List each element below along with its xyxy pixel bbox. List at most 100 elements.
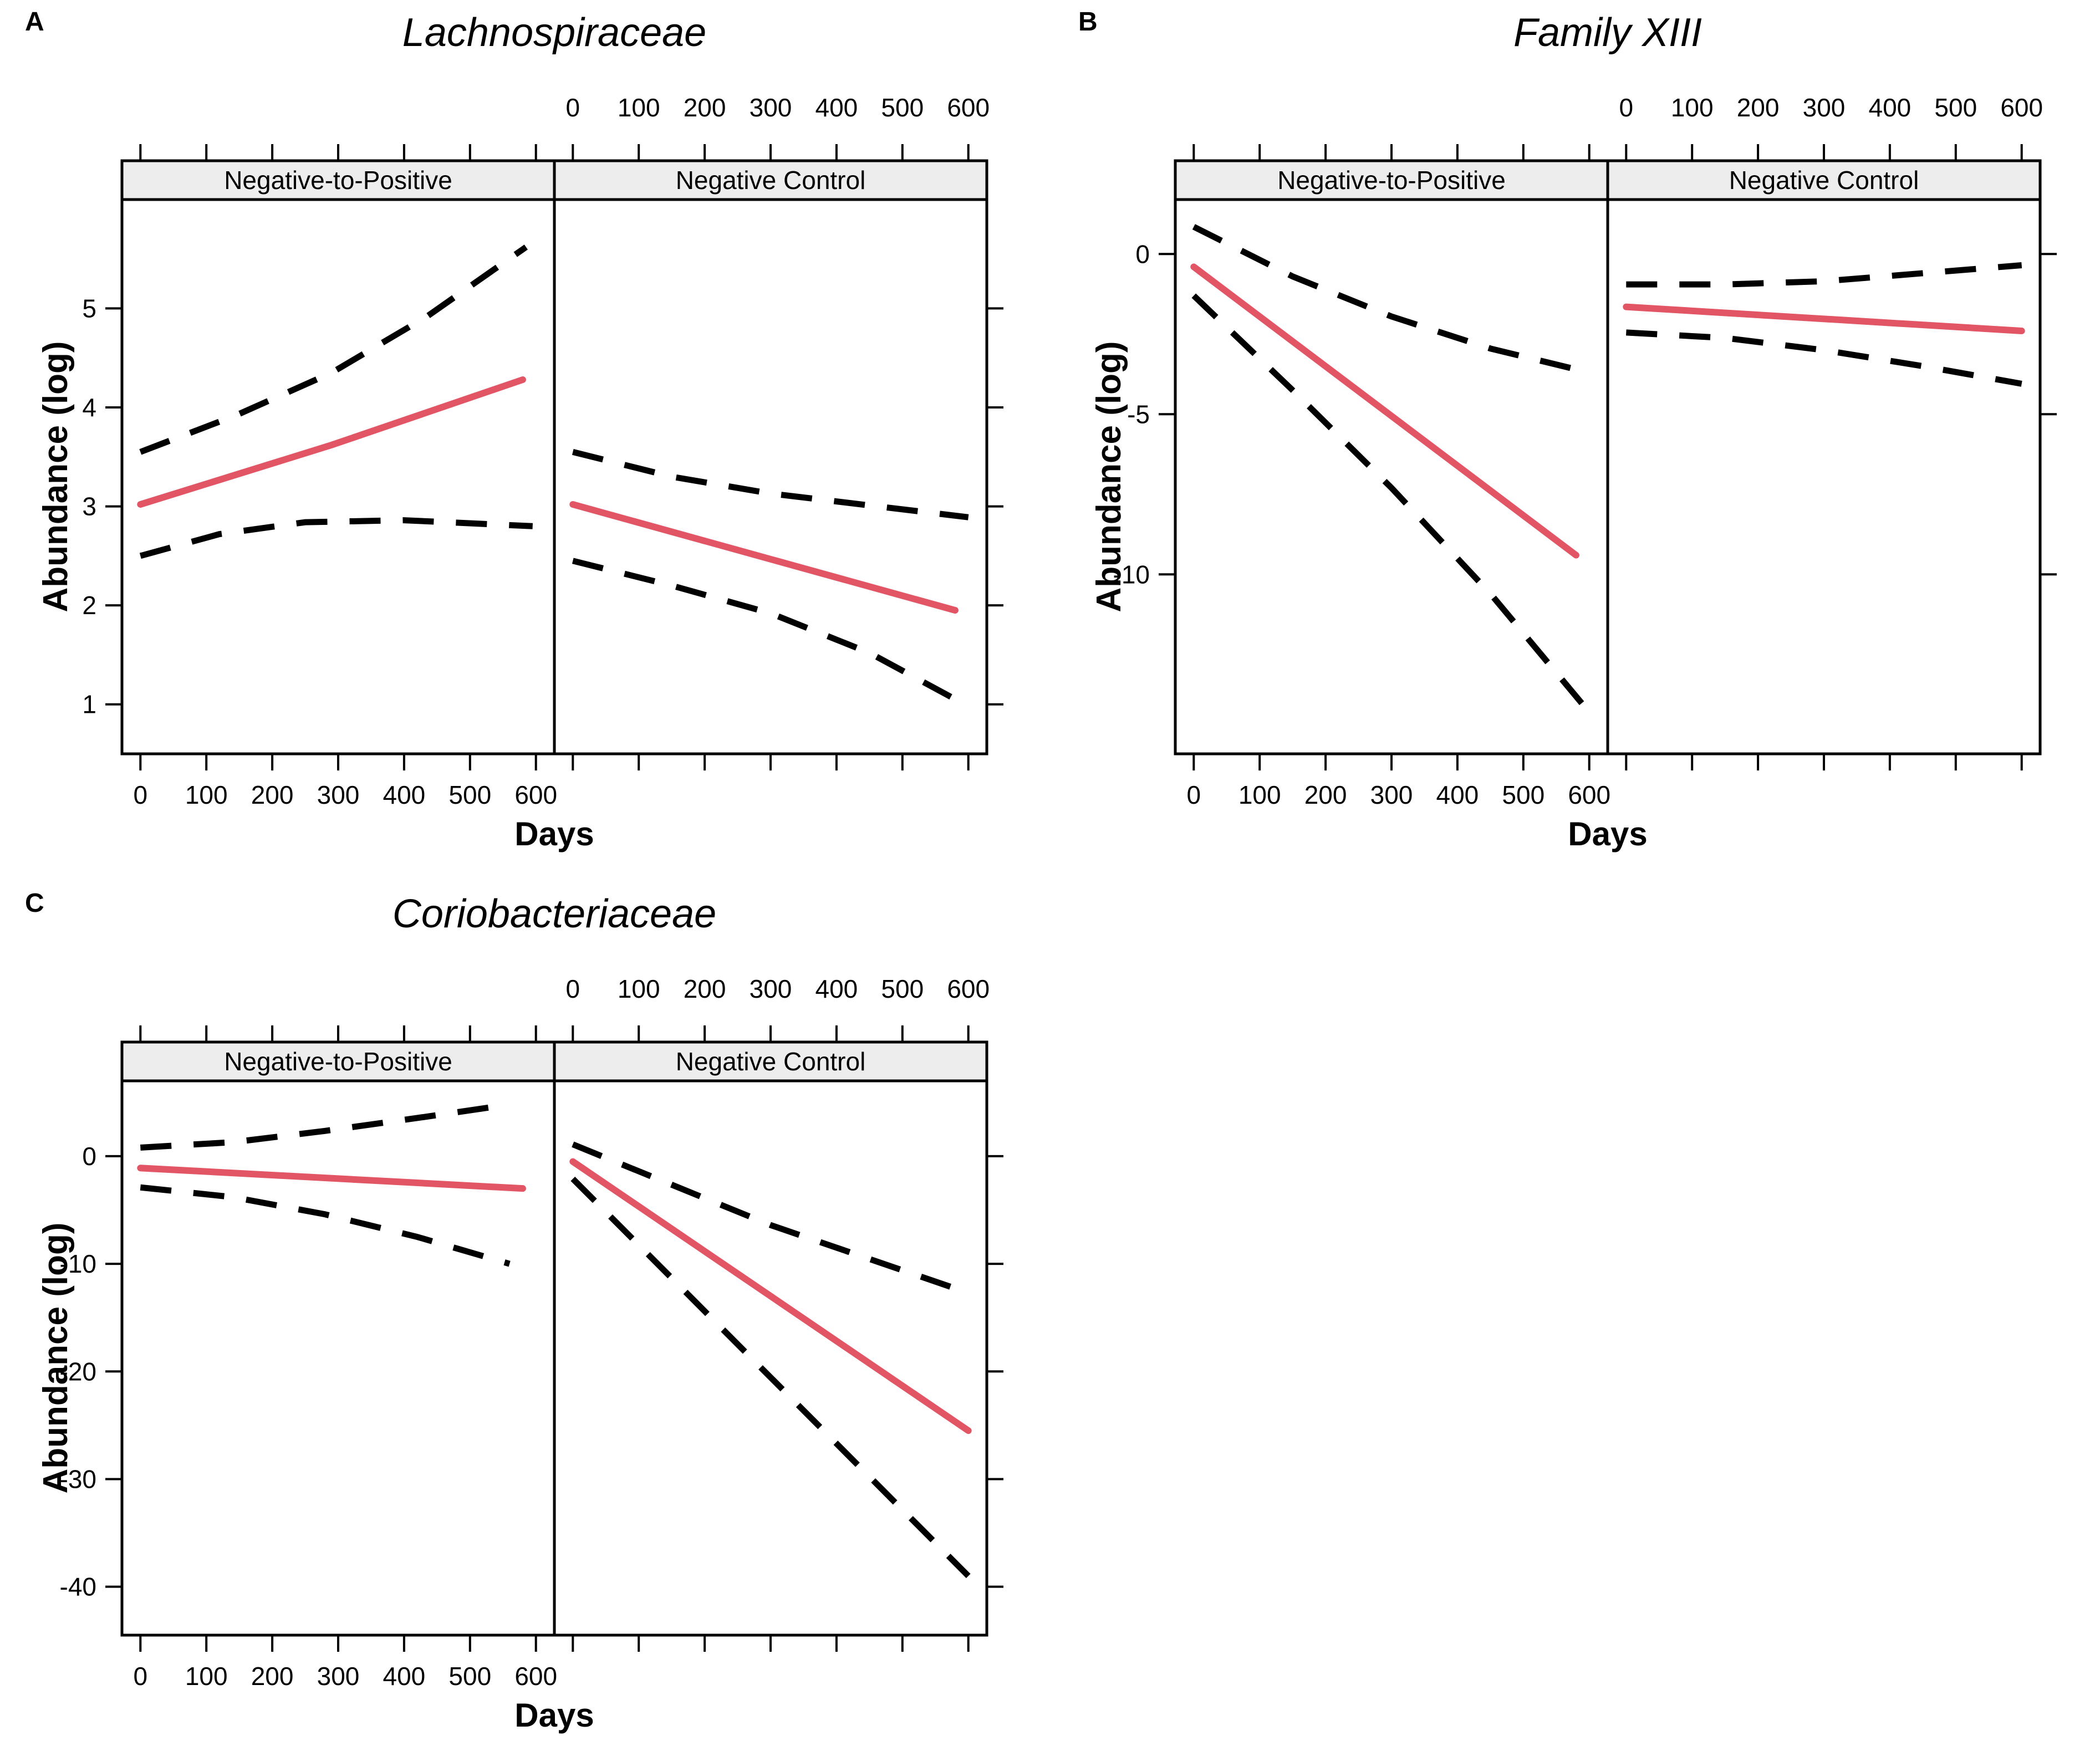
x-axis-tick-label-top: 600: [2000, 93, 2043, 122]
fitted-line: [137, 1165, 526, 1192]
y-axis-tick-label: -10: [1113, 560, 1150, 589]
x-axis-tick-label-bottom: 300: [317, 780, 360, 809]
facet-lines: [569, 449, 970, 709]
x-axis-tick-label-bottom: 0: [133, 780, 147, 809]
x-axis-tick-label-bottom: 100: [1238, 780, 1281, 809]
facet-strip: [1606, 159, 2042, 201]
x-axis-tick-label-top: 400: [815, 974, 858, 1003]
ci-upper-line: [140, 1101, 510, 1151]
y-axis-tick-label: 0: [82, 1142, 96, 1171]
x-axis-tick-label-bottom: 200: [1304, 780, 1347, 809]
x-axis-tick-label-bottom: 400: [383, 780, 426, 809]
facet-strip-label: Negative-to-Positive: [224, 1047, 452, 1076]
x-axis-tick-label-bottom: 600: [514, 780, 557, 809]
x-axis-tick-label-top: 300: [1803, 93, 1846, 122]
y-axis-tick-label: -40: [60, 1573, 96, 1601]
panel-letter-c: C: [25, 889, 44, 918]
y-axis-tick-label: 1: [82, 690, 96, 719]
x-axis-tick-label-top: 300: [750, 974, 792, 1003]
facet-strip: [553, 159, 988, 201]
x-axis-tick-label-top: 0: [1619, 93, 1633, 122]
facet-border: [553, 198, 988, 755]
ci-upper-line: [572, 449, 969, 520]
x-axis-tick-label-top: 200: [684, 974, 726, 1003]
facet-border: [1174, 198, 1609, 755]
fitted-line: [569, 501, 959, 614]
facet-lines: [137, 244, 533, 559]
x-axis-tick-label-top: 0: [565, 93, 580, 122]
fitted-line: [1623, 303, 2025, 334]
x-axis-tick-label-bottom: 100: [185, 780, 228, 809]
y-axis-tick-label: 3: [82, 492, 96, 521]
fitted-line: [569, 1158, 972, 1434]
x-axis-tick-label-top: 100: [618, 93, 660, 122]
ci-lower-line: [1625, 329, 2022, 387]
facet-border: [120, 1079, 556, 1637]
x-axis-tick-label-bottom: 600: [1568, 780, 1610, 809]
facet-strip-label: Negative Control: [676, 166, 866, 195]
ci-lower-line: [570, 1176, 971, 1579]
x-axis-title: Days: [1568, 815, 1648, 852]
x-axis-tick-label-top: 100: [1671, 93, 1714, 122]
x-axis-tick-label-bottom: 200: [251, 780, 294, 809]
panel-lachnospiraceae: A Lachnospiraceae Abundance (log) Negati…: [22, 0, 1020, 865]
ci-upper-line: [1192, 224, 1591, 376]
x-axis-tick-label-top: 300: [750, 93, 792, 122]
x-axis-tick-label-bottom: 500: [1502, 780, 1545, 809]
x-axis-tick-label-top: 400: [1869, 93, 1912, 122]
x-axis-tick-label-top: 100: [618, 974, 660, 1003]
x-axis-tick-label-bottom: 400: [383, 1662, 426, 1691]
y-axis-tick-label: 0: [1135, 239, 1150, 268]
panel-coriobacteriaceae: C Coriobacteriaceae Abundance (log) Nega…: [22, 881, 1020, 1746]
x-axis-tick-label-bottom: 600: [514, 1662, 557, 1691]
y-axis-tick-label: 2: [82, 591, 96, 620]
x-axis-tick-label-bottom: 0: [133, 1662, 147, 1691]
ci-lower-line: [139, 517, 533, 559]
facet-lines: [137, 1101, 526, 1267]
x-axis-tick-label-top: 200: [684, 93, 726, 122]
fitted-line: [1190, 263, 1579, 559]
facet-lines: [1623, 262, 2025, 387]
facet-lines: [1190, 224, 1592, 714]
facet-plot-coriobacteriaceae: Negative-to-Positive 0 100 200 300 400 500 600 N…: [60, 974, 1003, 1691]
ci-upper-line: [139, 244, 528, 455]
ci-lower-line: [1191, 293, 1592, 714]
panel-title-family-xiii: Family XIII: [1513, 11, 1703, 55]
x-axis-tick-label-top: 600: [947, 93, 990, 122]
facet-strip-label: Negative Control: [676, 1047, 866, 1076]
facet-strip-label: Negative-to-Positive: [1277, 166, 1506, 195]
x-axis-tick-label-bottom: 200: [251, 1662, 294, 1691]
y-axis-tick-label: 4: [82, 393, 96, 422]
ci-lower-line: [572, 558, 970, 709]
facet-border: [553, 1079, 988, 1637]
y-axis-tick-label: -5: [1127, 400, 1150, 428]
x-axis-tick-label-top: 500: [881, 93, 924, 122]
x-axis-tick-label-bottom: 0: [1186, 780, 1201, 809]
facet-strip-label: Negative-to-Positive: [224, 166, 452, 195]
y-axis-tick-label: -30: [60, 1464, 96, 1493]
ci-upper-line: [572, 1141, 970, 1296]
x-axis-tick-label-top: 200: [1737, 93, 1780, 122]
x-axis-title: Days: [514, 1697, 594, 1734]
x-axis-tick-label-bottom: 400: [1436, 780, 1479, 809]
facet-plot-family-xiii: Negative-to-Positive 0 100 200 300 400 500 600 N…: [1113, 93, 2057, 809]
panel-letter-a: A: [25, 7, 44, 37]
y-axis-tick-label: 5: [82, 294, 96, 323]
facet-border: [120, 198, 556, 755]
x-axis-tick-label-bottom: 500: [448, 1662, 491, 1691]
x-axis-title: Days: [514, 815, 594, 852]
y-axis-tick-label: -20: [60, 1357, 96, 1386]
facet-border: [1606, 198, 2042, 755]
x-axis-tick-label-top: 0: [565, 974, 580, 1003]
x-axis-tick-label-bottom: 300: [317, 1662, 360, 1691]
panel-family-xiii: B Family XIII Abundance (log) Negative-t…: [1076, 0, 2073, 865]
fitted-line: [137, 376, 526, 508]
x-axis-tick-label-top: 600: [947, 974, 990, 1003]
facet-plot-lachnospiraceae: Negative-to-Positive 0 100 200 300 400 500 600 N…: [82, 93, 1003, 809]
ci-upper-line: [1626, 262, 2022, 288]
x-axis-tick-label-bottom: 300: [1370, 780, 1413, 809]
x-axis-tick-label-top: 500: [881, 974, 924, 1003]
x-axis-tick-label-top: 400: [815, 93, 858, 122]
panel-letter-b: B: [1078, 7, 1098, 37]
panel-title-coriobacteriaceae: Coriobacteriaceae: [392, 892, 717, 936]
